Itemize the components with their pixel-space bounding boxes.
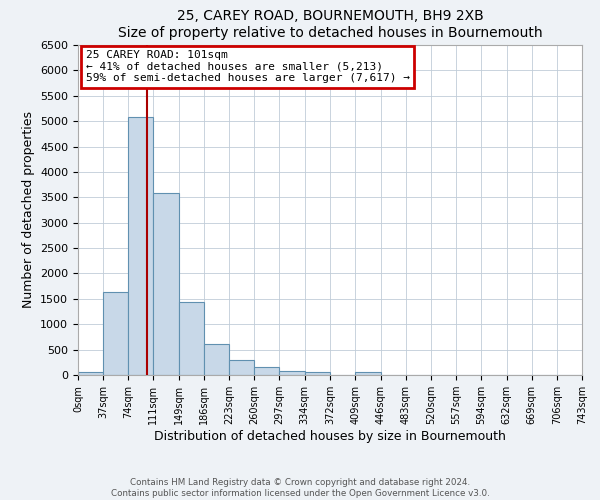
- Text: 25 CAREY ROAD: 101sqm
← 41% of detached houses are smaller (5,213)
59% of semi-d: 25 CAREY ROAD: 101sqm ← 41% of detached …: [86, 50, 410, 83]
- Bar: [280, 371, 305, 375]
- X-axis label: Distribution of detached houses by size in Bournemouth: Distribution of detached houses by size …: [154, 430, 506, 443]
- Bar: [78, 372, 103, 375]
- Bar: [153, 193, 179, 375]
- Y-axis label: Number of detached properties: Number of detached properties: [22, 112, 35, 308]
- Bar: [305, 372, 331, 375]
- Text: Contains HM Land Registry data © Crown copyright and database right 2024.
Contai: Contains HM Land Registry data © Crown c…: [110, 478, 490, 498]
- Bar: [179, 302, 204, 375]
- Bar: [128, 117, 153, 375]
- Bar: [204, 344, 229, 375]
- Bar: [355, 372, 380, 375]
- Bar: [229, 360, 254, 375]
- Title: 25, CAREY ROAD, BOURNEMOUTH, BH9 2XB
Size of property relative to detached house: 25, CAREY ROAD, BOURNEMOUTH, BH9 2XB Siz…: [118, 10, 542, 40]
- Bar: [254, 368, 280, 375]
- Bar: [103, 292, 128, 375]
